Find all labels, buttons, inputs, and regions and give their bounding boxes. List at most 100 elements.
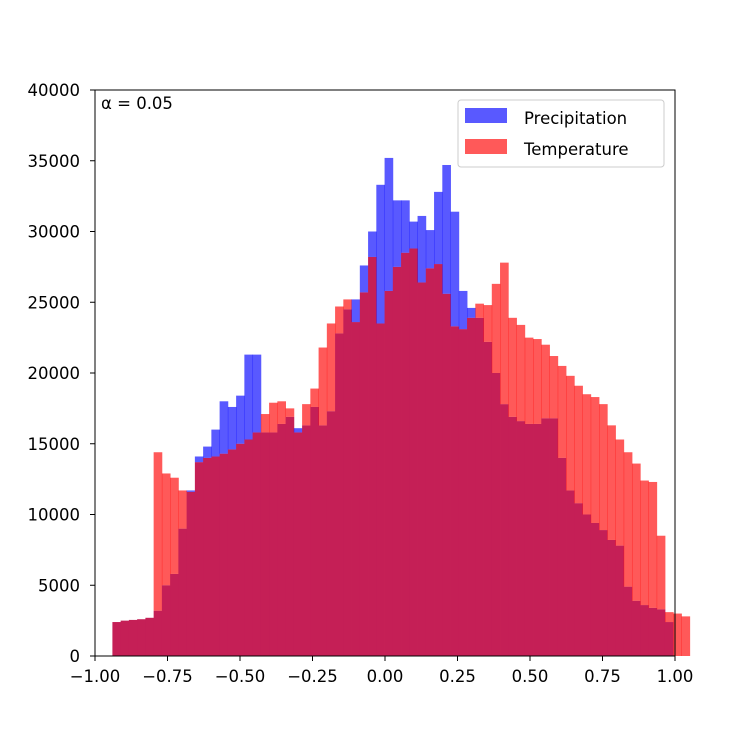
bar-overlap	[500, 404, 509, 656]
bar-precipitation	[236, 395, 245, 444]
bar-temperature	[607, 425, 616, 540]
bar-overlap	[368, 256, 377, 656]
bar-temperature	[599, 404, 608, 531]
bar-overlap	[351, 322, 361, 656]
bar-temperature	[500, 262, 509, 405]
bar-overlap	[161, 585, 171, 656]
bar-temperature	[277, 401, 286, 424]
bar-overlap	[590, 522, 600, 656]
x-tick-label: −0.50	[215, 667, 266, 686]
bar-overlap	[582, 514, 592, 656]
bar-temperature	[343, 299, 352, 310]
x-tick-label: −0.75	[142, 667, 193, 686]
bar-overlap	[318, 425, 328, 656]
bar-temperature	[285, 408, 295, 417]
bar-temperature	[615, 439, 625, 546]
bar-overlap	[599, 530, 608, 656]
y-tick-label: 0	[70, 647, 81, 666]
bar-overlap	[549, 418, 559, 656]
bar-overlap	[664, 622, 674, 656]
y-tick-label: 15000	[28, 435, 81, 454]
bar-overlap	[302, 425, 311, 656]
bar-overlap	[450, 326, 460, 656]
bar-temperature	[640, 480, 649, 606]
bar-temperature	[178, 490, 188, 529]
bar-temperature	[491, 283, 501, 373]
x-tick-label: 1.00	[657, 667, 694, 686]
bar-overlap	[277, 423, 286, 656]
bar-precipitation	[384, 157, 394, 291]
bar-temperature	[681, 616, 691, 656]
bar-temperature	[161, 473, 171, 586]
bar-precipitation	[244, 354, 254, 440]
bar-temperature	[590, 397, 600, 523]
bar-precipitation	[211, 429, 221, 457]
bar-overlap	[326, 411, 336, 656]
bar-precipitation	[434, 191, 443, 265]
bar-temperature	[664, 612, 674, 623]
bar-temperature	[582, 394, 592, 515]
y-tick-label: 35000	[28, 152, 81, 171]
bar-temperature	[326, 323, 336, 412]
bar-overlap	[335, 333, 344, 656]
legend: Precipitation Temperature	[457, 99, 665, 168]
bar-temperature	[541, 344, 550, 419]
legend-label-temperature: Temperature	[523, 140, 629, 159]
bar-overlap	[128, 619, 138, 656]
bar-temperature	[631, 463, 641, 601]
bar-overlap	[227, 449, 237, 656]
bar-precipitation	[219, 401, 229, 454]
bar-temperature	[549, 356, 559, 419]
bar-overlap	[384, 290, 394, 656]
bar-precipitation	[392, 200, 402, 267]
bar-overlap	[269, 432, 278, 656]
bar-overlap	[458, 329, 468, 656]
bar-overlap	[425, 268, 435, 656]
bar-overlap	[607, 539, 616, 656]
bar-overlap	[409, 248, 418, 657]
bar-overlap	[615, 545, 625, 656]
bar-precipitation	[442, 164, 451, 294]
bar-overlap	[491, 373, 501, 656]
bar-overlap	[475, 317, 484, 656]
bar-precipitation	[450, 211, 460, 327]
bar-temperature	[260, 414, 270, 433]
legend-swatch-temperature	[465, 139, 507, 154]
bar-overlap	[236, 443, 245, 656]
bar-overlap	[244, 439, 254, 656]
bar-overlap	[442, 293, 451, 656]
bar-precipitation	[458, 290, 468, 330]
bar-temperature	[557, 365, 567, 458]
y-tick-label: 10000	[28, 506, 81, 525]
bar-overlap	[112, 622, 122, 656]
bar-precipitation	[194, 456, 204, 463]
bar-overlap	[145, 617, 155, 656]
bar-temperature	[648, 481, 658, 608]
bar-overlap	[343, 309, 352, 656]
bars-layer	[112, 157, 691, 657]
bar-overlap	[120, 620, 130, 656]
bar-overlap	[557, 457, 567, 656]
bar-overlap	[533, 423, 542, 656]
bar-overlap	[401, 252, 410, 656]
bar-temperature	[310, 388, 319, 407]
bar-overlap	[574, 503, 583, 656]
bar-overlap	[640, 605, 649, 656]
bar-temperature	[524, 337, 534, 424]
bar-precipitation	[359, 265, 369, 293]
bar-temperature	[302, 404, 311, 426]
bar-overlap	[293, 432, 303, 656]
bar-temperature	[170, 477, 179, 574]
bar-precipitation	[376, 184, 385, 324]
bar-overlap	[524, 423, 534, 656]
bar-precipitation	[401, 200, 410, 253]
bar-overlap	[656, 609, 666, 656]
bar-temperature	[516, 324, 526, 422]
bar-overlap	[376, 323, 385, 656]
bar-temperature	[623, 452, 633, 587]
bar-overlap	[153, 610, 163, 656]
bar-precipitation	[409, 221, 418, 249]
x-tick-label: −0.25	[287, 667, 338, 686]
bar-precipitation	[203, 446, 212, 458]
